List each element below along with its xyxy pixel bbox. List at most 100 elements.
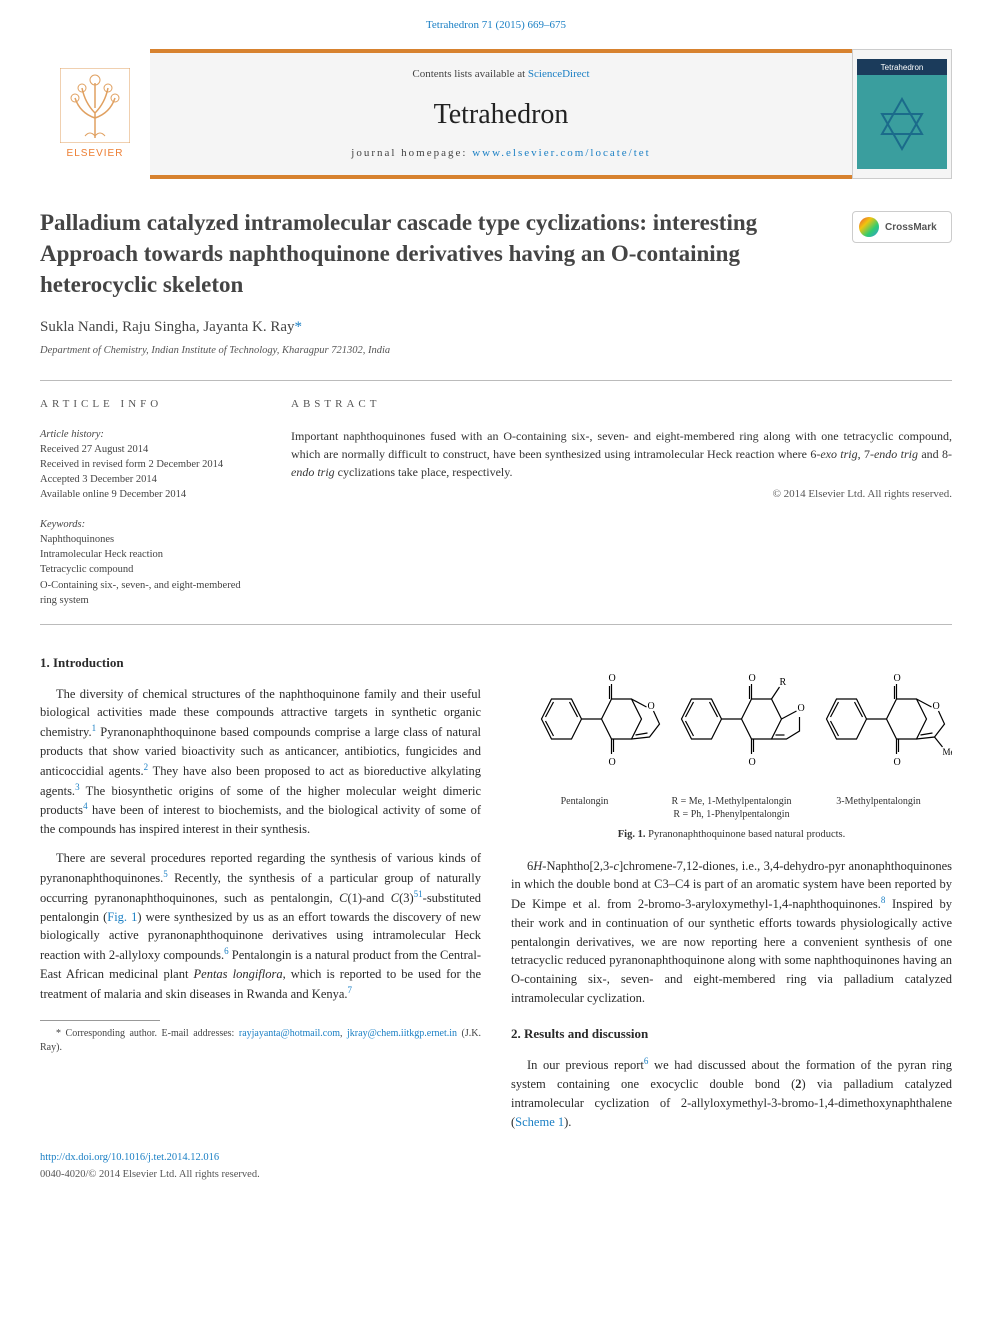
citation-ref[interactable]: 51: [414, 889, 423, 899]
svg-text:O: O: [798, 703, 805, 714]
text-frag: have been of interest to biochemists, an…: [40, 804, 481, 837]
abs-frag-italic: exo trig: [820, 447, 857, 461]
homepage-prefix: journal homepage:: [351, 147, 472, 159]
text-frag: (1)-and: [347, 891, 390, 905]
footnote-text: Corresponding author. E-mail addresses:: [61, 1028, 239, 1039]
chem-labels-row: Pentalongin R = Me, 1-Methylpentalongin …: [511, 795, 952, 821]
authors-line: Sukla Nandi, Raju Singha, Jayanta K. Ray…: [40, 317, 952, 338]
article-title: Palladium catalyzed intramolecular casca…: [40, 207, 952, 300]
svg-text:Me: Me: [943, 747, 953, 757]
abstract-heading: ABSTRACT: [291, 397, 952, 412]
svg-text:O: O: [609, 673, 616, 684]
chem-label: 3-Methylpentalongin: [805, 795, 952, 821]
elsevier-tree-icon: [60, 68, 130, 143]
abs-frag: and 8-: [918, 447, 952, 461]
crossmark-label: CrossMark: [885, 221, 937, 235]
svg-text:O: O: [894, 757, 901, 768]
svg-text:O: O: [894, 673, 901, 684]
text-frag-italic: H: [533, 859, 542, 873]
sciencedirect-link[interactable]: ScienceDirect: [528, 68, 590, 80]
para: There are several procedures reported re…: [40, 849, 481, 1004]
authors-names: Sukla Nandi, Raju Singha, Jayanta K. Ray: [40, 319, 295, 335]
abstract-text: Important naphthoquinones fused with an …: [291, 427, 952, 481]
corresponding-marker: *: [295, 319, 303, 335]
history-line: Received in revised form 2 December 2014: [40, 457, 259, 472]
header-band: ELSEVIER Contents lists available at Sci…: [40, 49, 952, 179]
text-frag: ).: [564, 1115, 571, 1129]
crossmark-badge[interactable]: CrossMark: [852, 211, 952, 243]
homepage-line: journal homepage: www.elsevier.com/locat…: [351, 146, 650, 161]
figure-1: O O O O O R: [511, 659, 952, 843]
history-line: Accepted 3 December 2014: [40, 472, 259, 487]
doi-line: http://dx.doi.org/10.1016/j.tet.2014.12.…: [40, 1151, 952, 1166]
contents-available-line: Contents lists available at ScienceDirec…: [412, 67, 589, 82]
footnote-sep: ,: [340, 1028, 347, 1039]
left-column: 1. Introduction The diversity of chemica…: [40, 653, 481, 1141]
keywords-label: Keywords:: [40, 517, 259, 532]
section-heading: 1. Introduction: [40, 653, 481, 673]
email-link[interactable]: rayjayanta@hotmail.com: [239, 1028, 340, 1039]
abs-frag-italic: endo trig: [874, 447, 918, 461]
body-columns: 1. Introduction The diversity of chemica…: [40, 653, 952, 1141]
chem-label: R = Me, 1-Methylpentalongin R = Ph, 1-Ph…: [658, 795, 805, 821]
text-frag: Inspired by their work and in continuati…: [511, 897, 952, 1005]
affiliation: Department of Chemistry, Indian Institut…: [40, 344, 952, 359]
abstract-copyright: © 2014 Elsevier Ltd. All rights reserved…: [291, 487, 952, 502]
svg-text:R: R: [780, 677, 787, 688]
fig-caption-text: Pyranonaphthoquinone based natural produ…: [645, 829, 845, 840]
chem-label-line: R = Ph, 1-Phenylpentalongin: [673, 809, 789, 820]
chemical-structures-icon: O O O O O R: [511, 659, 952, 789]
journal-cover-block: Tetrahedron: [852, 49, 952, 179]
article-info-heading: ARTICLE INFO: [40, 397, 259, 412]
keyword: Intramolecular Heck reaction: [40, 547, 259, 562]
history-line: Received 27 August 2014: [40, 442, 259, 457]
text-frag-italic: Pentas longiflora: [194, 967, 283, 981]
info-abstract-row: ARTICLE INFO Article history: Received 2…: [40, 381, 952, 625]
article-history: Article history: Received 27 August 2014…: [40, 427, 259, 503]
header-center: Contents lists available at ScienceDirec…: [150, 49, 852, 179]
fig-caption-bold: Fig. 1.: [618, 829, 646, 840]
chem-label: Pentalongin: [511, 795, 658, 821]
abs-frag-italic: endo trig: [291, 465, 335, 479]
history-line: Available online 9 December 2014: [40, 487, 259, 502]
crossmark-icon: [859, 217, 879, 237]
section-heading: 2. Results and discussion: [511, 1024, 952, 1044]
keyword: Tetracyclic compound: [40, 562, 259, 577]
text-frag: (3): [399, 891, 414, 905]
keywords-block: Keywords: Naphthoquinones Intramolecular…: [40, 517, 259, 608]
scheme-link[interactable]: Scheme 1: [515, 1115, 564, 1129]
homepage-link[interactable]: www.elsevier.com/locate/tet: [472, 147, 651, 159]
text-frag-italic: C: [391, 891, 399, 905]
keyword: Naphthoquinones: [40, 532, 259, 547]
para: 6H-Naphtho[2,3-c]chromene-7,12-diones, i…: [511, 857, 952, 1008]
svg-text:O: O: [933, 701, 940, 712]
article-title-text: Palladium catalyzed intramolecular casca…: [40, 210, 757, 297]
para: In our previous report6 we had discussed…: [511, 1055, 952, 1131]
footnote: * Corresponding author. E-mail addresses…: [40, 1027, 481, 1055]
abs-frag: , 7-: [858, 447, 874, 461]
journal-cover-icon: Tetrahedron: [857, 59, 947, 169]
text-frag: -Naphtho[2,3-: [542, 859, 613, 873]
elsevier-logo-block: ELSEVIER: [40, 49, 150, 179]
contents-prefix: Contents lists available at: [412, 68, 527, 80]
doi-link[interactable]: http://dx.doi.org/10.1016/j.tet.2014.12.…: [40, 1152, 219, 1163]
journal-name: Tetrahedron: [434, 95, 569, 134]
top-citation-link[interactable]: Tetrahedron 71 (2015) 669–675: [426, 19, 566, 31]
figure-link[interactable]: Fig. 1: [107, 910, 137, 924]
svg-text:Tetrahedron: Tetrahedron: [881, 63, 924, 72]
elsevier-logo: ELSEVIER: [50, 64, 140, 164]
footnote-separator: [40, 1020, 160, 1021]
svg-text:O: O: [609, 757, 616, 768]
bottom-copyright: 0040-4020/© 2014 Elsevier Ltd. All right…: [40, 1168, 952, 1183]
figure-caption: Fig. 1. Pyranonaphthoquinone based natur…: [511, 827, 952, 843]
right-column: O O O O O R: [511, 653, 952, 1141]
chem-label-line: R = Me, 1-Methylpentalongin: [671, 796, 791, 807]
keyword: O-Containing six-, seven-, and eight-mem…: [40, 578, 259, 608]
history-label: Article history:: [40, 427, 259, 442]
email-link[interactable]: jkray@chem.iitkgp.ernet.in: [347, 1028, 457, 1039]
citation-ref[interactable]: 7: [348, 985, 353, 995]
abs-frag: cyclizations take place, respectively.: [335, 465, 513, 479]
abstract-col: ABSTRACT Important naphthoquinones fused…: [275, 381, 952, 625]
para: The diversity of chemical structures of …: [40, 685, 481, 840]
article-info-col: ARTICLE INFO Article history: Received 2…: [40, 381, 275, 625]
